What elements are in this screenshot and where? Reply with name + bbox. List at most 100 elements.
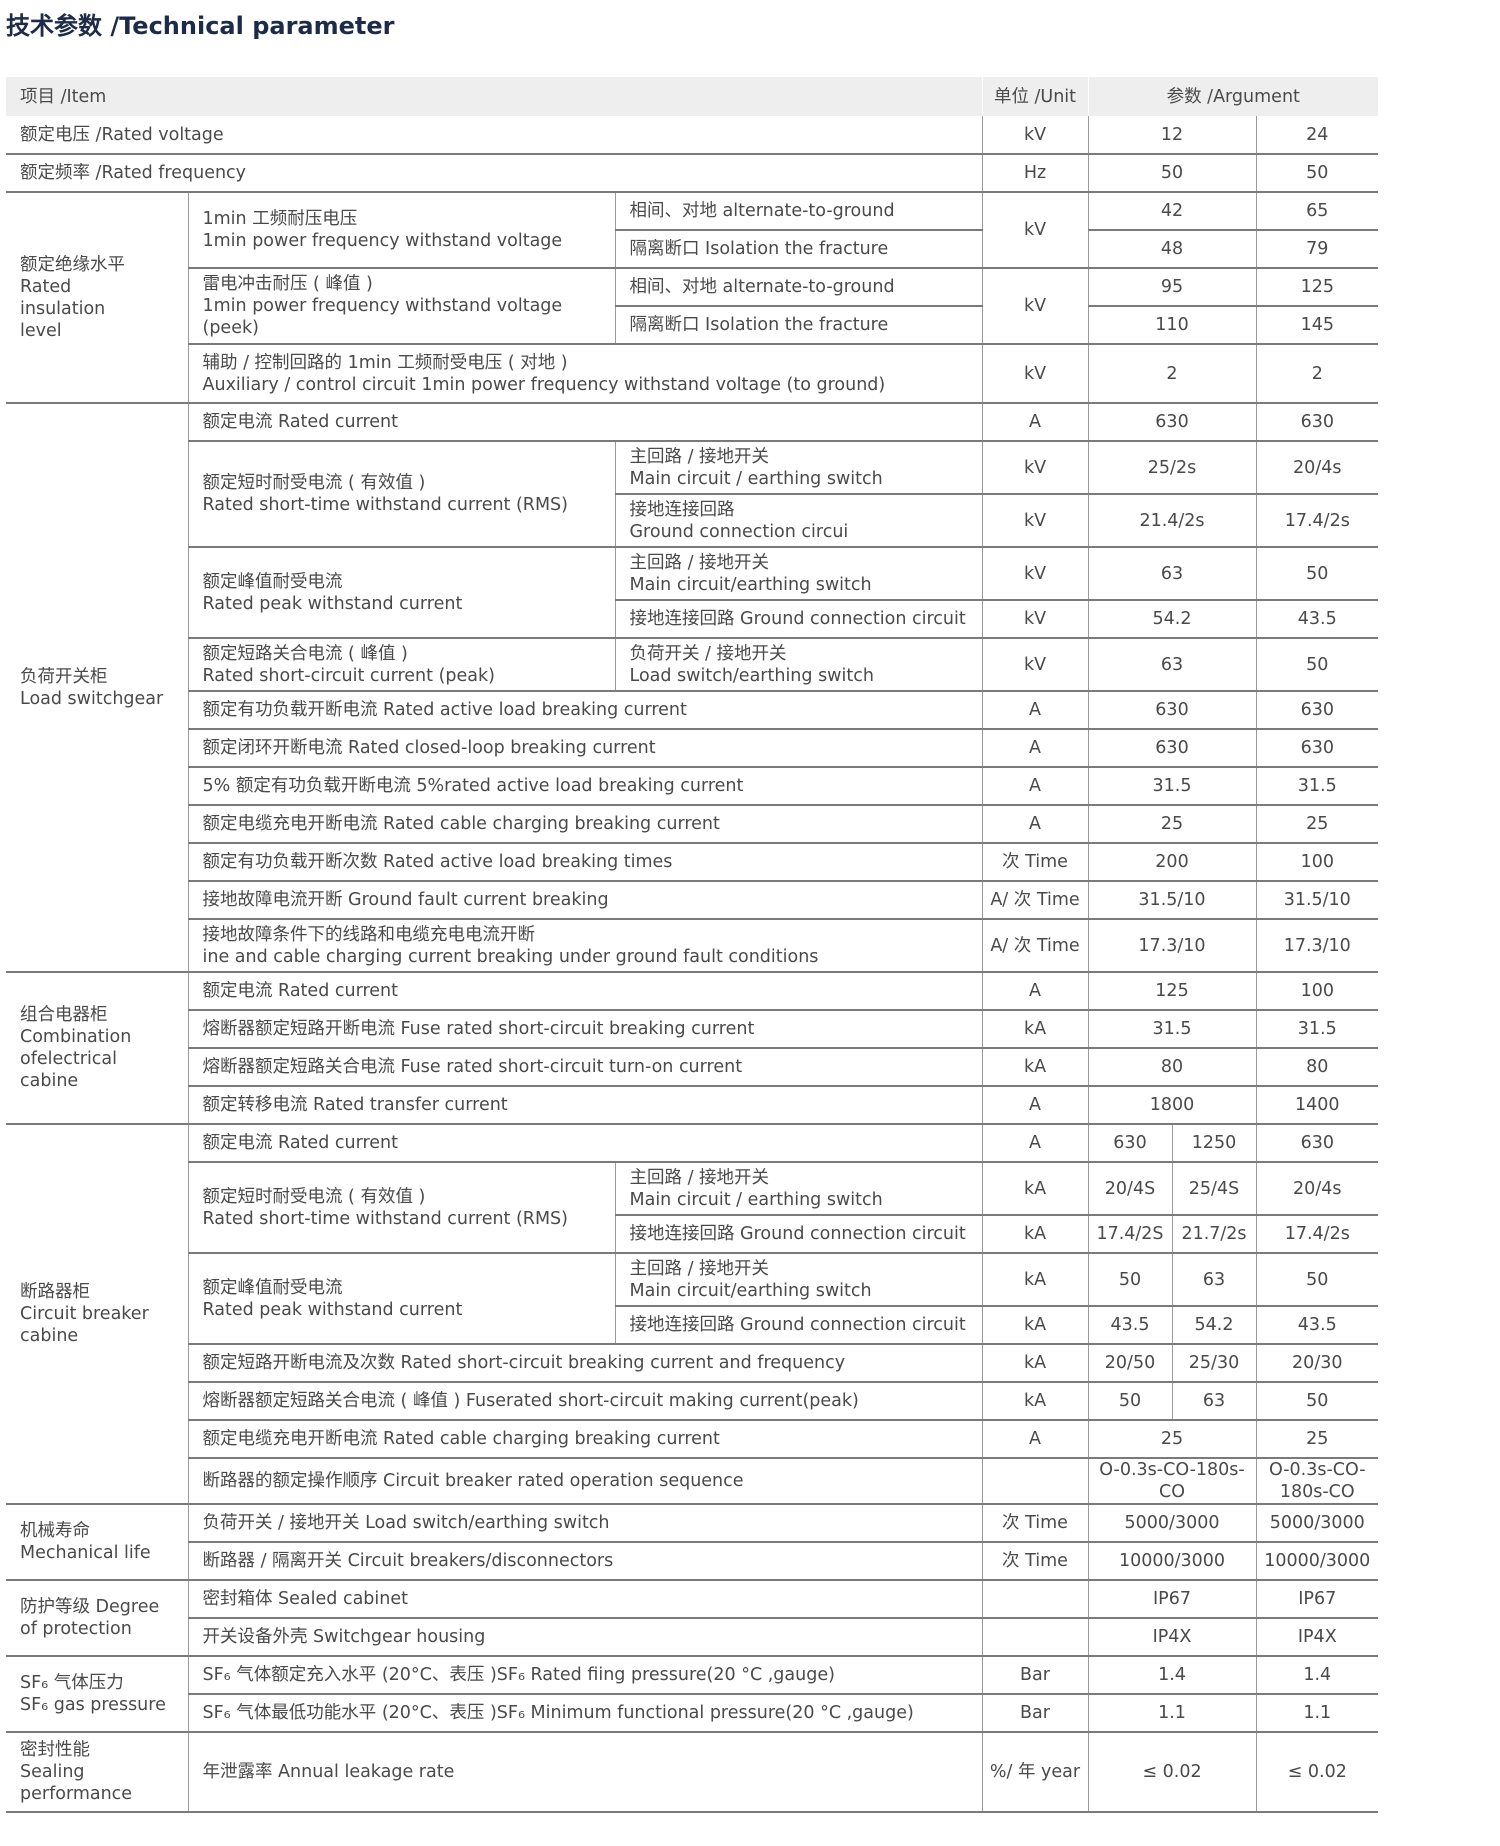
parameter-value: 12 [1087, 116, 1257, 155]
parameter-value: 54.2 [1171, 1306, 1257, 1345]
parameter-value: 25/4S [1171, 1162, 1257, 1216]
parameter-value: A [981, 1086, 1089, 1125]
parameter-value: 31.5/10 [1255, 881, 1379, 920]
parameter-value: Bar [981, 1694, 1089, 1733]
parameter-label: SF₆ 气体压力 SF₆ gas pressure [6, 1656, 189, 1733]
parameter-label: 主回路 / 接地开关 Main circuit / earthing switc… [614, 1162, 983, 1216]
parameter-value: 次 Time [981, 1542, 1089, 1581]
parameter-label: 接地连接回路 Ground connection circuit [615, 600, 983, 639]
parameter-label: 额定峰值耐受电流 Rated peak withstand current [188, 1253, 616, 1345]
table-row: 额定峰值耐受电流 Rated peak withstand current 主回路… [6, 547, 1379, 639]
parameter-label: 额定短时耐受电流 ( 有效值 ) Rated short-time withst… [188, 1162, 616, 1254]
parameter-value: 17.4/2s [1255, 494, 1379, 548]
parameter-label: 负荷开关 / 接地开关 Load switch/earthing switch [187, 1504, 983, 1543]
parameter-value: 630 [1255, 1124, 1379, 1163]
parameter-value: 100 [1255, 972, 1379, 1011]
parameter-value: 79 [1255, 230, 1379, 269]
parameter-value: 63 [1171, 1382, 1257, 1421]
parameter-value: 50 [1255, 154, 1379, 193]
parameter-value: 5000/3000 [1255, 1504, 1379, 1543]
table-row: 开关设备外壳 Switchgear housing IP4X IP4X [6, 1618, 1379, 1657]
parameter-label: 额定频率 /Rated frequency [6, 154, 983, 193]
parameter-label: 组合电器柜 Combination ofelectrical cabine [6, 972, 189, 1125]
parameter-value: 50 [1255, 638, 1379, 692]
table-row: 接地连接回路 Ground connection circuit kA 17.4/2… [6, 1215, 1379, 1254]
parameter-value: A [981, 729, 1089, 768]
parameter-label: 断路器 / 隔离开关 Circuit breakers/disconnector… [188, 1542, 983, 1581]
parameter-label: 隔离断口 Isolation the fracture [615, 230, 983, 269]
parameter-value: 31.5/10 [1087, 881, 1257, 920]
parameter-value: 25 [1255, 805, 1379, 844]
parameter-label: SF₆ 气体最低功能水平 (20°C、表压 )SF₆ Minimum funct… [188, 1694, 983, 1733]
parameter-value: 630 [1087, 403, 1257, 442]
parameter-value: 17.3/10 [1255, 919, 1379, 973]
parameter-value: 25 [1255, 1420, 1379, 1459]
parameter-label: 接地连接回路 Ground connection circuit [615, 1306, 983, 1345]
table-row: 额定有功负载开断次数 Rated active load breaking ti… [6, 843, 1379, 882]
table-row: 熔断器额定短路关合电流 Fuse rated short-circuit tur… [6, 1048, 1379, 1087]
parameter-value: kV [981, 192, 1089, 269]
parameter-label: 相间、对地 alternate-to-ground [614, 268, 983, 307]
table-row: 额定闭环开断电流 Rated closed-loop breaking curr… [6, 729, 1379, 768]
parameter-value: 21.7/2s [1171, 1215, 1257, 1254]
parameter-value: 43.5 [1087, 1306, 1173, 1345]
parameter-label: 主回路 / 接地开关 Main circuit / earthing switc… [614, 441, 983, 495]
header-argument: 参数 /Argument [1087, 77, 1379, 116]
parameter-value: 31.5 [1255, 1010, 1379, 1049]
parameter-value: A [981, 1124, 1089, 1163]
parameter-value: 25 [1087, 805, 1257, 844]
parameter-label: 额定有功负载开断次数 Rated active load breaking ti… [188, 843, 983, 882]
table-row: 辅助 / 控制回路的 1min 工频耐受电压 ( 对地 ) Auxiliary … [6, 344, 1379, 404]
parameter-value: A [981, 1420, 1089, 1459]
parameter-value: kV [981, 638, 1089, 692]
parameter-value [981, 1580, 1089, 1619]
parameter-label: 负荷开关 / 接地开关 Load switch/earthing switch [614, 638, 983, 692]
parameter-value: ≤ 0.02 [1087, 1732, 1257, 1813]
table-row: 额定短路开断电流及次数 Rated short-circuit breaking… [6, 1344, 1379, 1383]
parameter-value: 63 [1171, 1253, 1257, 1307]
parameter-label: 额定短时耐受电流 ( 有效值 ) Rated short-time withst… [188, 441, 616, 548]
parameter-value: 43.5 [1255, 1306, 1379, 1345]
table-row: 断路器的额定操作顺序 Circuit breaker rated operati… [6, 1458, 1379, 1505]
parameter-label: 接地故障条件下的线路和电缆充电电流开断 ine and cable chargi… [188, 919, 983, 973]
parameter-value [981, 1458, 1089, 1505]
parameter-label: 负荷开关柜 Load switchgear [6, 403, 189, 973]
parameter-label: 相间、对地 alternate-to-ground [614, 192, 983, 231]
table-row: 5% 额定有功负载开断电流 5%rated active load breaki… [6, 767, 1379, 806]
table-row: 接地故障条件下的线路和电缆充电电流开断 ine and cable chargi… [6, 919, 1379, 973]
table-row: 额定短路关合电流 ( 峰值 ) Rated short-circuit curr… [6, 638, 1379, 692]
header-item: 项目 /Item [6, 77, 983, 116]
parameter-value: 63 [1087, 638, 1257, 692]
parameter-label: 接地连接回路 Ground connection circuit [615, 1215, 983, 1254]
parameter-value: 125 [1087, 972, 1257, 1011]
parameter-value: 50 [1255, 1253, 1379, 1307]
parameter-value: 1.1 [1255, 1694, 1379, 1733]
table-row: 防护等级 Degree of protection 密封箱体 Sealed cab… [6, 1580, 1379, 1657]
parameter-label: 额定电流 Rated current [187, 1124, 983, 1163]
parameter-value: O-0.3s-CO- 180s-CO [1255, 1458, 1379, 1505]
parameter-value [981, 1618, 1089, 1657]
parameter-value: A [981, 805, 1089, 844]
table-row: 接地连接回路 Ground connection circuit kV 54.2 43… [6, 600, 1379, 639]
parameter-value: kA [981, 1215, 1089, 1254]
parameter-value: A/ 次 Time [981, 881, 1089, 920]
table-row: 接地故障电流开断 Ground fault current breaking A/… [6, 881, 1379, 920]
parameter-value: 1.4 [1087, 1656, 1257, 1695]
parameter-value: 63 [1087, 547, 1257, 601]
parameter-value: kV [981, 116, 1089, 155]
table-row: 密封性能 Sealing performance 年泄露率 Annual leak… [6, 1732, 1379, 1813]
parameter-label: 雷电冲击耐压 ( 峰值 ) 1min power frequency withs… [188, 268, 616, 345]
table-row: 额定短时耐受电流 ( 有效值 ) Rated short-time withst… [6, 1162, 1379, 1254]
parameter-value: 145 [1255, 306, 1379, 345]
parameter-value: 50 [1087, 1253, 1173, 1307]
parameter-value: 125 [1255, 268, 1379, 307]
parameter-label: 开关设备外壳 Switchgear housing [188, 1618, 983, 1657]
parameter-label: 熔断器额定短路关合电流 ( 峰值 ) Fuserated short-circu… [188, 1382, 983, 1421]
parameter-label: 密封性能 Sealing performance [6, 1732, 189, 1813]
header-unit: 单位 /Unit [981, 77, 1089, 116]
parameter-value: 2 [1255, 344, 1379, 404]
table-row: 额定转移电流 Rated transfer current A 1800 1400 [6, 1086, 1379, 1125]
parameter-value: 630 [1255, 691, 1379, 730]
parameter-value: kV [981, 441, 1089, 495]
page-title: 技术参数 /Technical parameter [6, 12, 395, 40]
